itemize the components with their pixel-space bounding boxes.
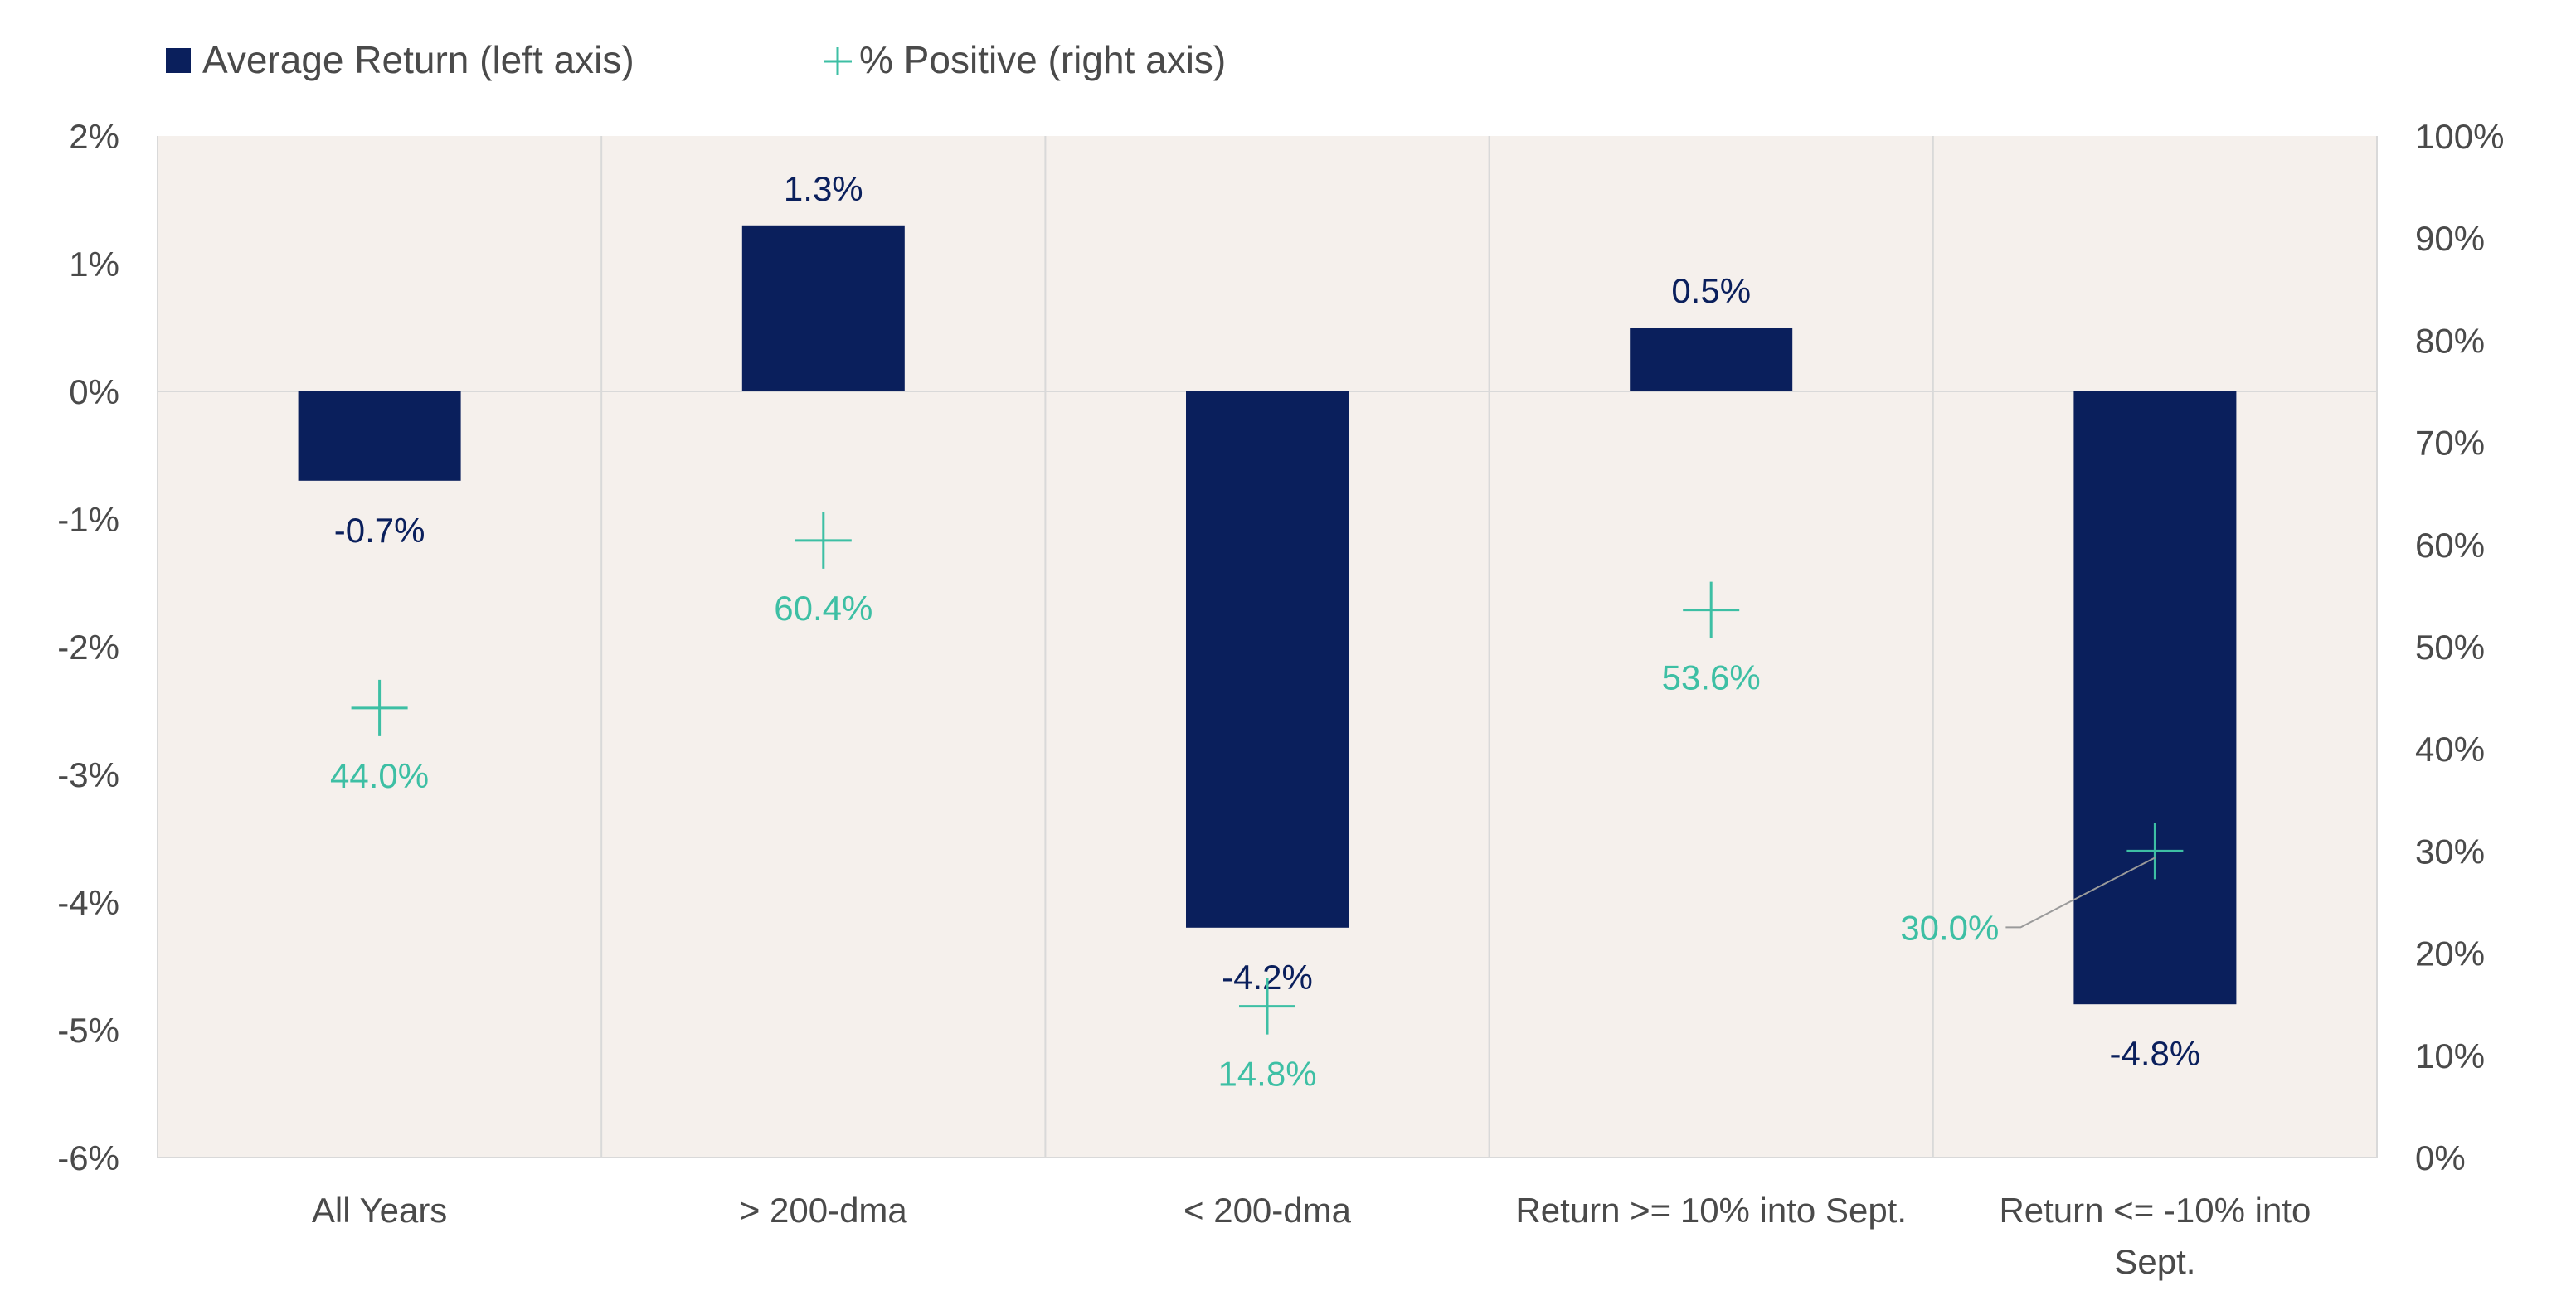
right-tick-label: 40% [2415, 730, 2485, 769]
x-tick-label: Sept. [2114, 1242, 2195, 1281]
bar-data-labels: -0.7%1.3%-4.2%0.5%-4.8% [334, 169, 2201, 1073]
percent-positive-marker [795, 512, 852, 569]
marker-data-label: 30.0% [1900, 908, 1999, 947]
percent-positive-marker [351, 679, 408, 736]
right-tick-label: 20% [2415, 934, 2485, 973]
bars-series [298, 225, 2237, 1005]
bar-data-label: 0.5% [1671, 271, 1751, 310]
x-tick-label: < 200-dma [1184, 1191, 1352, 1230]
left-tick-label: -3% [57, 755, 119, 794]
x-tick-label: Return >= 10% into Sept. [1515, 1191, 1907, 1230]
legend-plus-icon [824, 47, 852, 75]
bar [1630, 328, 1793, 391]
x-axis-tick-labels: All Years > 200-dma < 200-dma Return >= 10%… [312, 1191, 2311, 1281]
legend-bar-label: Average Return (left axis) [202, 38, 634, 81]
legend: Average Return (left axis) % Positive (r… [166, 38, 1226, 81]
left-tick-label: 2% [69, 117, 119, 156]
left-axis-tick-labels: 2% 1% 0% -1% -2% -3% -4% -5% -6% [57, 117, 119, 1177]
marker-data-labels: 44.0% 60.4% 14.8% 53.6% 30.0% [330, 589, 2156, 1094]
category-separators [600, 136, 1934, 1158]
axes [157, 136, 2378, 1158]
left-tick-label: -2% [57, 628, 119, 667]
right-tick-label: 60% [2415, 526, 2485, 565]
percent-positive-marker [1239, 978, 1295, 1035]
right-tick-label: 100% [2415, 117, 2504, 156]
legend-bar-swatch [166, 48, 191, 73]
bar [1186, 391, 1349, 928]
percent-positive-marker [2126, 823, 2184, 880]
right-tick-label: 0% [2415, 1138, 2466, 1177]
right-tick-label: 10% [2415, 1036, 2485, 1075]
right-axis-tick-labels: 100% 90% 80% 70% 60% 50% 40% 30% 20% 10% 0% [2415, 117, 2504, 1177]
marker-data-label: 53.6% [1662, 658, 1761, 697]
right-tick-label: 80% [2415, 321, 2485, 360]
x-tick-label: All Years [312, 1191, 447, 1230]
right-tick-label: 70% [2415, 424, 2485, 463]
left-tick-label: -1% [57, 500, 119, 539]
percent-positive-series [351, 512, 2184, 1035]
left-tick-label: 1% [69, 245, 119, 284]
left-tick-label: -6% [57, 1138, 119, 1177]
legend-plus-marker [824, 47, 852, 75]
bar [2073, 391, 2237, 1005]
bar-data-label: -4.8% [2110, 1034, 2201, 1073]
marker-data-label: 14.8% [1218, 1055, 1316, 1094]
left-tick-label: 0% [69, 372, 119, 411]
legend-marker-label: % Positive (right axis) [859, 38, 1226, 81]
right-tick-label: 90% [2415, 219, 2485, 258]
right-tick-label: 50% [2415, 628, 2485, 667]
left-tick-label: -4% [57, 883, 119, 922]
bar [741, 225, 905, 391]
left-tick-label: -5% [57, 1011, 119, 1050]
percent-positive-marker [1683, 581, 1740, 638]
bar-data-label: -0.7% [334, 511, 425, 550]
bar-data-label: 1.3% [784, 169, 863, 208]
x-tick-label: > 200-dma [740, 1191, 908, 1230]
marker-data-label: 44.0% [330, 756, 429, 795]
marker-leader-line [2005, 857, 2156, 929]
bar [298, 391, 461, 481]
marker-data-label: 60.4% [774, 589, 872, 628]
right-tick-label: 30% [2415, 832, 2485, 871]
x-tick-label: Return <= -10% into [1999, 1191, 2311, 1230]
